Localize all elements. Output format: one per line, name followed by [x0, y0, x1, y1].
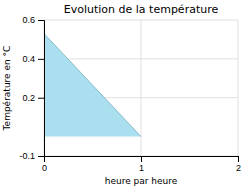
tick: 0.6: [22, 15, 44, 25]
area-line: [44, 34, 141, 137]
tick: -0.1: [19, 151, 44, 161]
tick-label: 1: [139, 163, 144, 173]
tick: 1: [139, 156, 144, 173]
tick: 2: [236, 156, 241, 173]
tick-mark: [141, 156, 142, 162]
plot: 0 1 2 -0.1 0.2 0.4 0.6: [19, 15, 241, 173]
grid-line: [44, 20, 238, 21]
chart: 0 1 2 -0.1 0.2 0.4 0.6 Evolution de la températ…: [0, 0, 250, 188]
y-axis-title: Température en °C: [2, 46, 12, 132]
tick-label: 0.4: [22, 54, 35, 64]
axis-line: [38, 21, 45, 157]
grid-line: [44, 58, 238, 59]
tick-mark: [238, 156, 239, 162]
grid: [44, 20, 238, 156]
marks: [44, 34, 141, 137]
tick-mark: [38, 156, 44, 157]
axis-line: [45, 157, 239, 163]
tick-mark: [38, 98, 44, 99]
x-axis-title: heure par heure: [105, 176, 178, 186]
tick-label: 0.6: [22, 15, 35, 25]
grid-line: [238, 20, 239, 156]
title: Evolution de la température: [64, 3, 219, 16]
tick-label: 0.2: [22, 93, 35, 103]
tick-mark: [38, 20, 44, 21]
y-axis: -0.1 0.2 0.4 0.6: [19, 15, 44, 161]
tick-mark: [38, 59, 44, 60]
x-axis: 0 1 2: [42, 156, 241, 173]
area: [44, 34, 141, 137]
tick: 0: [42, 156, 47, 173]
tick-label: 0: [42, 163, 47, 173]
tick-label: 2: [236, 163, 241, 173]
tick-label: -0.1: [19, 151, 35, 161]
tick: 0.4: [22, 54, 44, 64]
tick: 0.2: [22, 93, 44, 103]
